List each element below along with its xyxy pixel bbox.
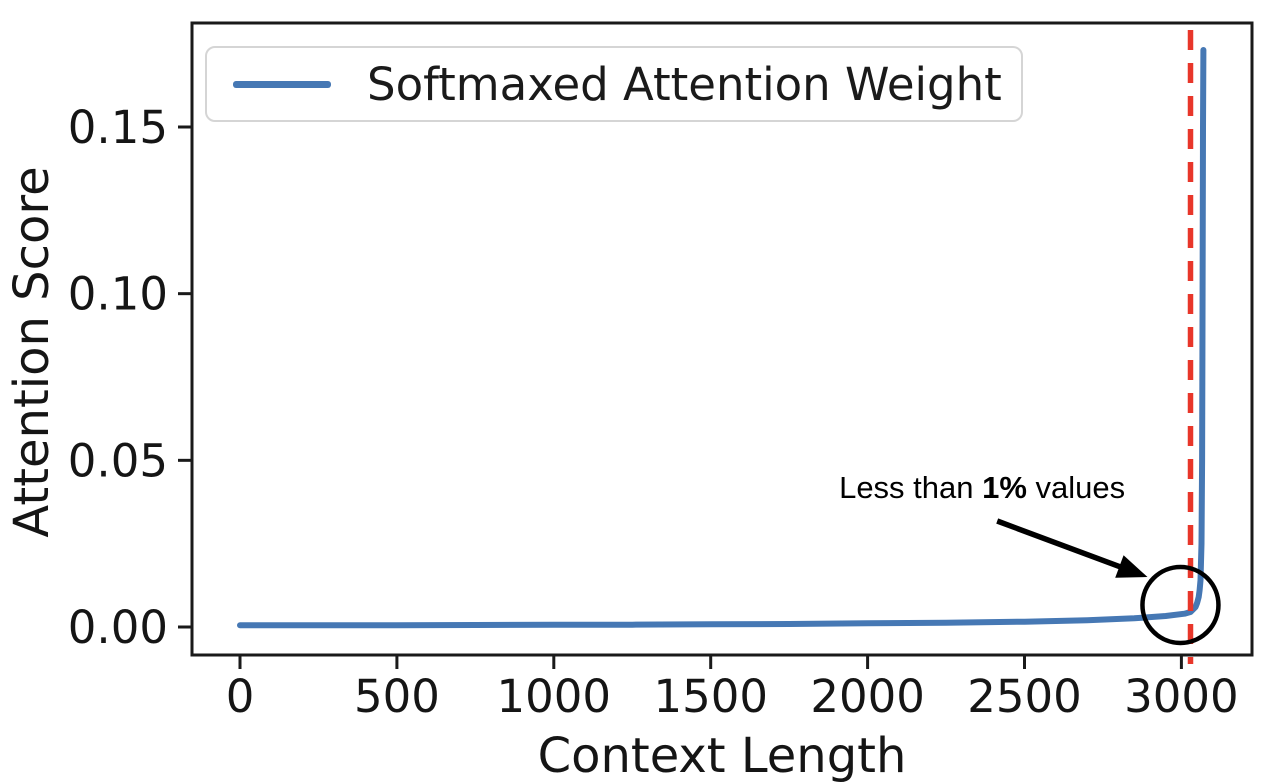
x-axis-label: Context Length bbox=[537, 728, 907, 783]
annotation-text-before: Less than bbox=[839, 470, 983, 505]
legend-label: Softmaxed Attention Weight bbox=[367, 57, 1002, 111]
x-tick-label: 2500 bbox=[967, 670, 1082, 723]
annotation-circle bbox=[1140, 564, 1221, 646]
x-tick-label: 500 bbox=[354, 670, 440, 723]
x-tick-label: 2000 bbox=[810, 670, 925, 723]
legend: Softmaxed Attention Weight bbox=[205, 46, 1023, 122]
y-axis-label: Attention Score bbox=[4, 166, 60, 538]
y-tick-label: 0.00 bbox=[68, 601, 168, 654]
annotation-arrow-shaft bbox=[996, 518, 1125, 571]
annotation-text-after: values bbox=[1026, 470, 1126, 505]
y-tick-label: 0.15 bbox=[68, 101, 168, 154]
x-tick-label: 1000 bbox=[497, 670, 612, 723]
attention-curve bbox=[237, 47, 1207, 629]
x-tick-label: 1500 bbox=[653, 670, 768, 723]
plot-border bbox=[190, 21, 1254, 657]
x-tick-label: 0 bbox=[226, 670, 255, 723]
x-tick-label: 3000 bbox=[1124, 670, 1239, 723]
y-tick-label: 0.10 bbox=[68, 268, 168, 321]
annotation-arrow-head bbox=[1115, 555, 1148, 578]
legend-line-sample bbox=[233, 80, 331, 88]
annotation-text: Less than 1% values bbox=[839, 470, 1125, 506]
y-tick-label: 0.05 bbox=[68, 434, 168, 487]
annotation-text-bold: 1% bbox=[982, 470, 1027, 505]
